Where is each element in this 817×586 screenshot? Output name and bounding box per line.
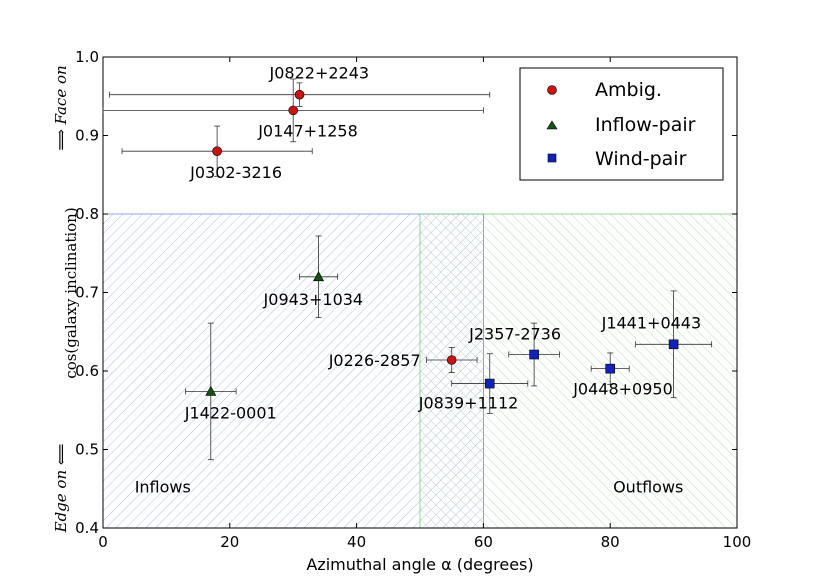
y-tick-label: 0.9 xyxy=(75,127,99,145)
point-marker-ambig xyxy=(446,355,457,365)
y-tick-label: 0.8 xyxy=(75,205,99,223)
x-tick-label: 40 xyxy=(347,533,366,551)
point-marker-inflow-pair xyxy=(205,385,217,396)
x-tick-label: 100 xyxy=(723,533,752,551)
y-tick-label: 0.7 xyxy=(75,284,99,302)
point-marker-ambig xyxy=(294,89,305,100)
y-axis-title: cos(galaxy inclination) xyxy=(62,207,80,378)
point-marker-ambig xyxy=(212,146,222,156)
y-tick-label: 0.6 xyxy=(75,362,99,380)
y-tick-label: 1.0 xyxy=(75,48,99,66)
x-axis-title: Azimuthal angle α (degrees) xyxy=(306,555,533,574)
point-label: J0147+1258 xyxy=(257,121,358,140)
data-points: J0822+2243 J0147+1258 J0302-3216 J0226-2857… xyxy=(102,64,713,461)
point-label: J0302-3216 xyxy=(189,163,282,182)
x-tick-label: 60 xyxy=(474,533,493,551)
legend-marker-wind-pair xyxy=(547,153,557,163)
point-label: J0448+0950 xyxy=(572,380,673,399)
x-tick-label: 20 xyxy=(220,533,239,551)
hatched-regions xyxy=(103,213,737,528)
point-marker-wind-pair xyxy=(605,363,616,374)
point-marker-inflow-pair xyxy=(313,271,325,282)
point-marker-ambig xyxy=(288,105,299,116)
point-marker-wind-pair xyxy=(668,339,679,350)
point-label: J0226-2857 xyxy=(328,351,421,370)
legend-label-wind-pair: Wind-pair xyxy=(595,148,687,170)
legend-marker-ambig xyxy=(547,85,557,95)
x-tick-label: 80 xyxy=(601,533,620,551)
region-hatch-outflows xyxy=(420,214,737,528)
point-label: J0943+1034 xyxy=(263,290,364,309)
point-marker-wind-pair xyxy=(484,378,495,389)
point-label: J0822+2243 xyxy=(269,64,370,83)
legend-marker-inflow-pair xyxy=(546,120,558,130)
axis-ticks: 0 20 40 60 80 100 0.4 0.5 0.6 0.7 0.8 0.9 1.0 xyxy=(75,48,751,551)
y-tick-label: 0.4 xyxy=(75,519,99,537)
point-label: J1422-0001 xyxy=(184,403,277,422)
point-label: J1441+0443 xyxy=(601,313,702,332)
y-tick-label: 0.5 xyxy=(75,441,99,459)
point-label: J0839+1112 xyxy=(418,394,519,413)
y-axis-face-on-label: ⟹ Face on xyxy=(52,65,70,150)
point-label: J2357-2736 xyxy=(468,325,561,344)
region-label-inflows: Inflows xyxy=(135,478,191,497)
region-label-outflows: Outflows xyxy=(613,478,683,497)
legend: Ambig. Inflow-pair Wind-pair xyxy=(519,67,724,181)
legend-label-ambig: Ambig. xyxy=(595,79,662,101)
x-tick-label: 0 xyxy=(98,533,108,551)
y-axis-edge-on-label: Edge on ⟸ xyxy=(52,444,70,534)
point-marker-wind-pair xyxy=(529,349,539,360)
legend-label-inflow-pair: Inflow-pair xyxy=(595,114,696,136)
